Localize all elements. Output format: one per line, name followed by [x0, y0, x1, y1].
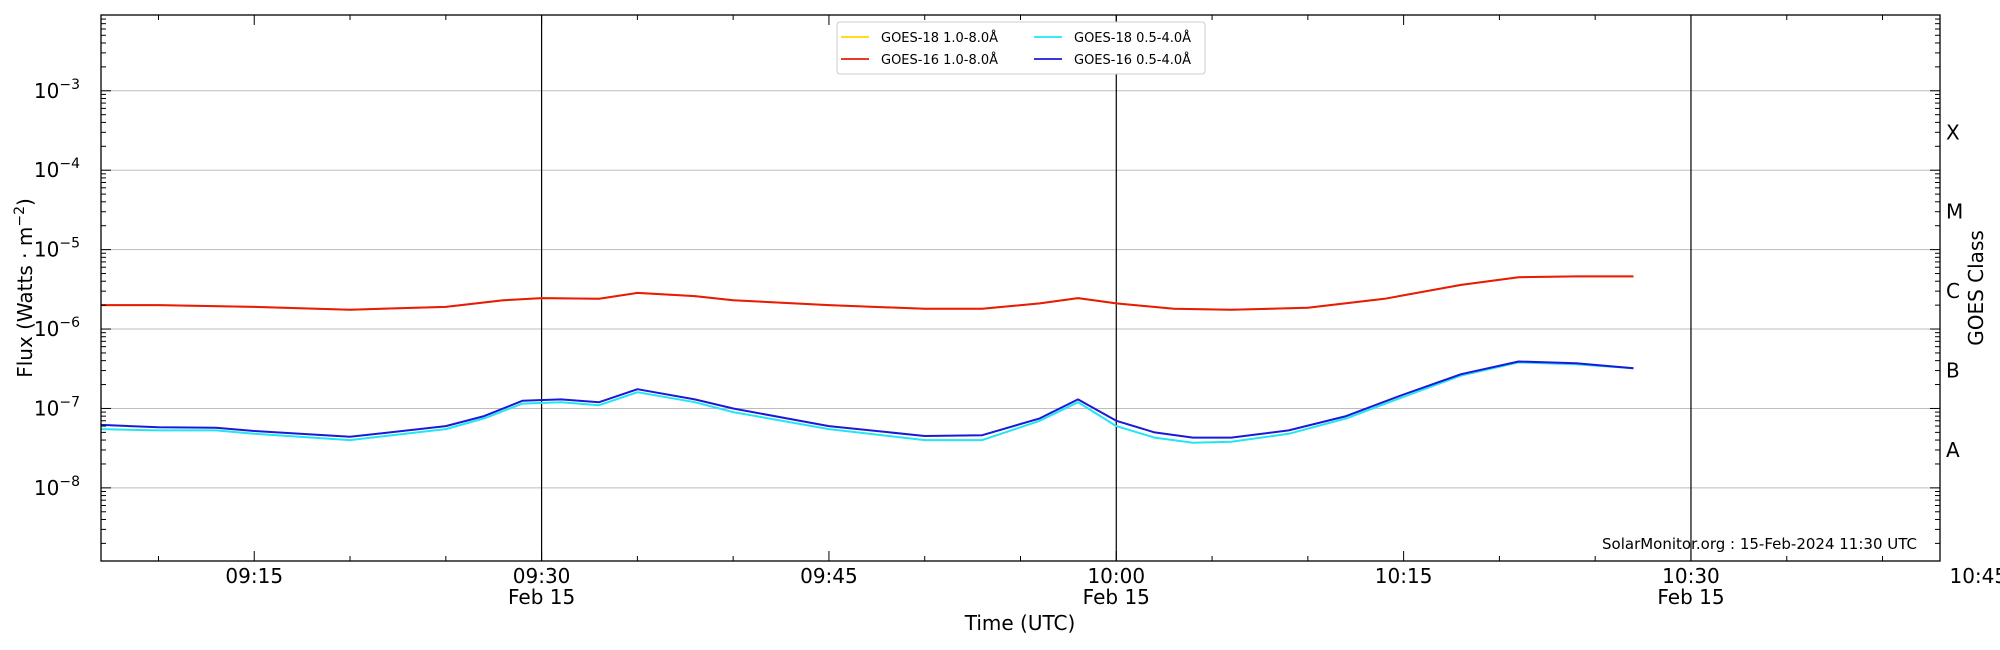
x-tick-label: 10:00	[1087, 564, 1145, 588]
legend: GOES-18 1.0-8.0Å GOES-16 1.0-8.0Å GOES-18 …	[836, 21, 1206, 75]
x-tick-label: 09:30	[513, 564, 571, 588]
y-tick-exponent: −3	[59, 77, 80, 93]
y-tick-label: 10−5	[34, 236, 80, 262]
legend-label: GOES-18 1.0-8.0Å	[881, 30, 998, 46]
y-tick-exponent: −7	[59, 394, 80, 410]
y-tick-exponent: −6	[59, 315, 80, 331]
plot-frame	[100, 14, 1941, 562]
series-layer	[100, 275, 1634, 444]
y-axis-label-main: Flux (Watts · m	[13, 227, 37, 378]
x-tick-date-label: Feb 15	[1657, 585, 1724, 609]
series-line	[101, 275, 1634, 311]
x-tick-label: 09:15	[225, 564, 283, 588]
x-tick-label: 10:15	[1375, 564, 1433, 588]
y-tick-base: 10	[34, 238, 59, 262]
goes-class-label: C	[1946, 279, 1960, 303]
legend-box	[836, 21, 1206, 75]
x-tick-date-label: Feb 15	[1083, 585, 1150, 609]
goes-class-label: B	[1946, 359, 1960, 383]
x-tick-label: 10:45	[1949, 564, 2000, 588]
x-tick-label: 09:45	[800, 564, 858, 588]
goes-class-label: X	[1946, 120, 1960, 144]
goes-class-label: M	[1946, 200, 1963, 224]
legend-label: GOES-16 0.5-4.0Å	[1074, 52, 1191, 68]
x-tick-label: 10:30	[1662, 564, 1720, 588]
grid-layer	[101, 15, 1940, 561]
frame-layer	[100, 14, 1941, 562]
legend-label: GOES-16 1.0-8.0Å	[881, 52, 998, 68]
goes-class-axis-label: GOES Class	[1964, 230, 1988, 346]
y-tick-label: 10−8	[34, 474, 80, 500]
y-tick-base: 10	[34, 158, 59, 182]
series-line	[100, 360, 1634, 439]
y-tick-base: 10	[34, 396, 59, 420]
y-tick-base: 10	[34, 79, 59, 103]
y-tick-exponent: −8	[59, 474, 80, 490]
y-axis-label: Flux (Watts · m−2)	[12, 198, 37, 378]
x-tick-date-label: Feb 15	[508, 585, 575, 609]
y-tick-label: 10−4	[34, 156, 80, 182]
series-line	[100, 361, 1634, 444]
y-axis-label-sup: −2	[12, 206, 28, 227]
y-tick-exponent: −5	[59, 236, 80, 252]
x-axis-label: Time (UTC)	[964, 611, 1076, 635]
y-tick-base: 10	[34, 317, 59, 341]
legend-label: GOES-18 0.5-4.0Å	[1074, 30, 1191, 46]
y-axis-label-end: )	[13, 198, 37, 206]
y-tick-label: 10−7	[34, 394, 80, 420]
credit-text: SolarMonitor.org : 15-Feb-2024 11:30 UTC	[1602, 535, 1917, 553]
y-tick-label: 10−6	[34, 315, 80, 341]
y-tick-base: 10	[34, 476, 59, 500]
y-tick-label: 10−3	[34, 77, 80, 103]
y-tick-exponent: −4	[59, 156, 80, 172]
series-line	[101, 275, 1634, 311]
goes-class-label: A	[1946, 438, 1960, 462]
